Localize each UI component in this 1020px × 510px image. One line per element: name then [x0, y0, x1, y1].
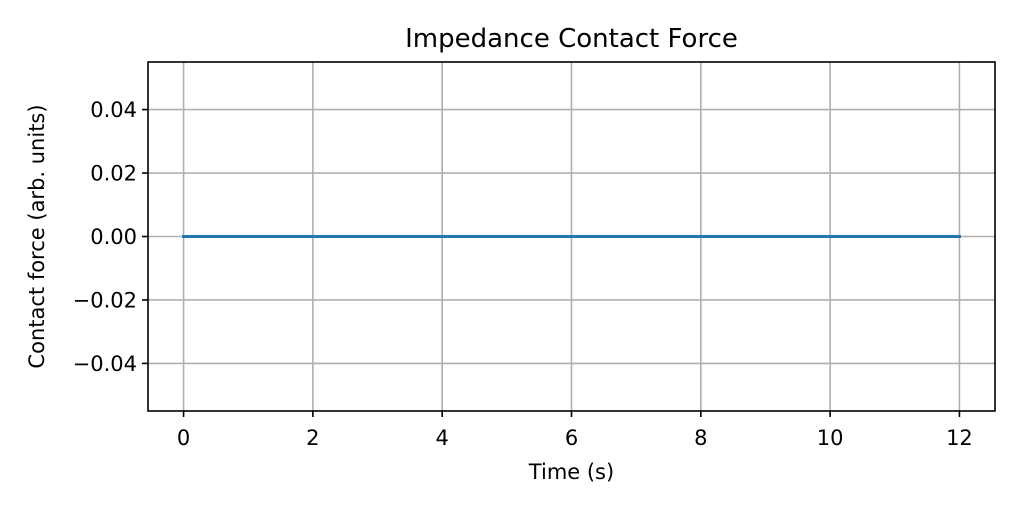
y-axis-label: Contact force (arb. units) — [25, 104, 49, 368]
y-tick-label: 0.02 — [90, 162, 137, 186]
y-tick-label: 0.04 — [90, 98, 137, 122]
x-tick-label: 6 — [565, 426, 578, 450]
ticks: 0 2 4 6 8 10 12 −0.04 −0.02 0.00 0.02 0.04 — [73, 98, 973, 450]
x-tick-label: 0 — [177, 426, 190, 450]
x-tick-label: 12 — [946, 426, 973, 450]
x-tick-label: 2 — [306, 426, 319, 450]
x-tick-label: 4 — [435, 426, 448, 450]
y-tick-label: −0.04 — [73, 352, 137, 376]
x-axis-label: Time (s) — [528, 460, 614, 484]
y-tick-label: −0.02 — [73, 288, 137, 312]
x-tick-label: 8 — [694, 426, 707, 450]
chart-title: Impedance Contact Force — [405, 24, 738, 54]
y-tick-label: 0.00 — [90, 225, 137, 249]
x-tick-label: 10 — [817, 426, 844, 450]
